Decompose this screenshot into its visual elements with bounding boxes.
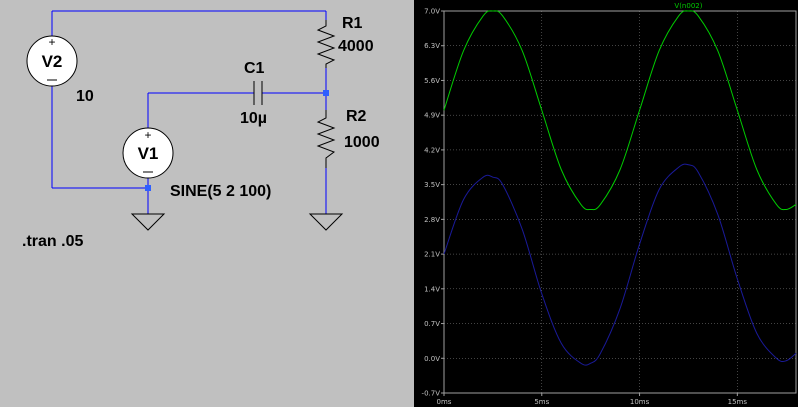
x-tick-label: 10ms xyxy=(630,398,650,406)
plus-sign-icon: + xyxy=(48,35,55,49)
ground-symbol-left[interactable] xyxy=(130,213,166,231)
v1-value-label[interactable]: SINE(5 2 100) xyxy=(170,183,271,200)
spice-directive[interactable]: .tran .05 xyxy=(22,233,83,250)
plot-labels: 7.0V 6.3V 5.6V 4.9V 4.2V 3.5V 2.8V 2.1V 1.4V 0.7V… xyxy=(422,2,748,406)
y-tick-label: -0.7V xyxy=(422,390,441,398)
plot-grid xyxy=(443,10,796,394)
r2-name-label[interactable]: R2 xyxy=(346,108,367,125)
capacitor-c1[interactable] xyxy=(253,81,263,105)
x-tick-label: 5ms xyxy=(534,398,549,406)
y-tick-label: 2.8V xyxy=(424,216,440,224)
y-tick-label: 4.2V xyxy=(424,146,440,154)
waveform-viewer[interactable]: 7.0V 6.3V 5.6V 4.9V 4.2V 3.5V 2.8V 2.1V 1.4V 0.7V… xyxy=(414,0,798,407)
waveform-plot[interactable]: 7.0V 6.3V 5.6V 4.9V 4.2V 3.5V 2.8V 2.1V 1.4V 0.7V… xyxy=(414,0,798,407)
voltage-source-v1[interactable]: + xyxy=(122,127,174,179)
schematic-canvas[interactable]: + + R1 4000 C1 10µ R2 1000 V2 10 V1 SINE… xyxy=(0,0,414,407)
plot-traces[interactable] xyxy=(443,10,797,366)
r1-value-label[interactable]: 4000 xyxy=(338,38,374,55)
plus-sign-icon: + xyxy=(144,128,151,142)
y-tick-label: 4.9V xyxy=(424,112,440,120)
c1-name-label[interactable]: C1 xyxy=(244,60,265,77)
y-tick-label: 2.1V xyxy=(424,251,440,259)
y-tick-label: 7.0V xyxy=(424,8,440,16)
trace-name-label[interactable]: V(n002) xyxy=(674,2,702,10)
plot-axes xyxy=(441,10,797,396)
r2-value-label[interactable]: 1000 xyxy=(344,134,380,151)
v2-name-label: V2 xyxy=(42,52,63,71)
plot-frame xyxy=(443,10,797,394)
resistor-r1[interactable] xyxy=(316,20,336,68)
ground-symbol-right[interactable] xyxy=(308,213,344,231)
v1-name-label: V1 xyxy=(138,144,159,163)
y-tick-label: 1.4V xyxy=(424,285,440,293)
y-tick-label: 0.0V xyxy=(424,355,440,363)
schematic-editor[interactable]: + + R1 4000 C1 10µ R2 1000 V2 10 V1 SINE… xyxy=(0,0,414,407)
junction-node-left[interactable] xyxy=(145,185,151,191)
voltage-source-v2[interactable]: + xyxy=(26,35,78,87)
trace-line-1[interactable] xyxy=(443,10,797,211)
c1-value-label[interactable]: 10µ xyxy=(240,110,267,127)
r1-name-label[interactable]: R1 xyxy=(342,15,363,32)
x-tick-label: 0ms xyxy=(437,398,452,406)
y-tick-label: 6.3V xyxy=(424,42,440,50)
junction-node-right[interactable] xyxy=(323,90,329,96)
y-tick-label: 3.5V xyxy=(424,181,440,189)
trace-line-2[interactable] xyxy=(443,163,797,366)
v2-value-label[interactable]: 10 xyxy=(76,88,94,105)
x-tick-label: 15ms xyxy=(728,398,748,406)
resistor-r2[interactable] xyxy=(316,110,336,168)
y-tick-label: 0.7V xyxy=(424,320,440,328)
y-tick-label: 5.6V xyxy=(424,77,440,85)
